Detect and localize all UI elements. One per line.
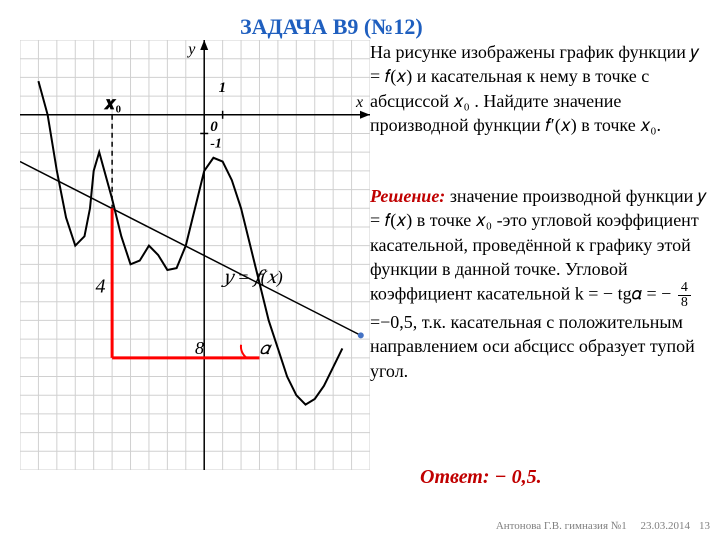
task-title: ЗАДАЧА В9 (№12) (240, 14, 423, 40)
solution-x0: 𝑥₀ (476, 210, 492, 230)
problem-part: На рисунке изображены график функции (370, 42, 690, 62)
fraction-num: 4 (678, 281, 691, 296)
footer-author: Антонова Г.В. гимназия №1 (496, 520, 627, 532)
svg-text:8: 8 (195, 338, 204, 358)
answer-text: Ответ: − 0,5. (420, 466, 542, 489)
solution-minus: − (661, 284, 671, 304)
svg-text:1: 1 (219, 80, 227, 96)
solution-part: в точке (417, 210, 476, 230)
svg-text:𝑦 = 𝑓(𝑥): 𝑦 = 𝑓(𝑥) (221, 267, 283, 288)
footer: Антонова Г.В. гимназия №1 23.03.2014 (0, 520, 720, 532)
problem-x0: 𝑥₀. (640, 115, 661, 135)
solution-part: значение производной функции (450, 186, 698, 206)
problem-x0: 𝑥₀ (454, 91, 470, 111)
slide-number: 13 (699, 520, 710, 532)
solution-text: Решение: значение производной функции 𝑦 … (370, 184, 720, 383)
svg-text:0: 0 (210, 119, 218, 135)
function-chart: 0 1 -1 x y 𝒙₀ 4 8 𝛼 𝑦 = 𝑓(𝑥) (20, 40, 370, 470)
solution-part: =−0,5, т.к. касательная с положительным … (370, 312, 695, 381)
footer-date: 23.03.2014 (641, 520, 691, 532)
problem-text: На рисунке изображены график функции 𝑦 =… (370, 40, 710, 137)
problem-part: в точке (581, 115, 640, 135)
chart-svg: 0 1 -1 x y 𝒙₀ 4 8 𝛼 𝑦 = 𝑓(𝑥) (20, 40, 370, 470)
fraction-den: 8 (678, 296, 691, 310)
svg-text:𝛼: 𝛼 (259, 338, 272, 358)
solution-label: Решение: (370, 186, 445, 206)
fraction: 4 8 (678, 281, 691, 310)
svg-text:-1: -1 (210, 136, 222, 151)
svg-text:x: x (355, 94, 363, 111)
svg-text:4: 4 (96, 275, 106, 297)
problem-fprime: 𝑓′(𝑥) (545, 115, 577, 135)
svg-text:y: y (186, 41, 196, 58)
svg-text:𝒙₀: 𝒙₀ (103, 93, 121, 113)
